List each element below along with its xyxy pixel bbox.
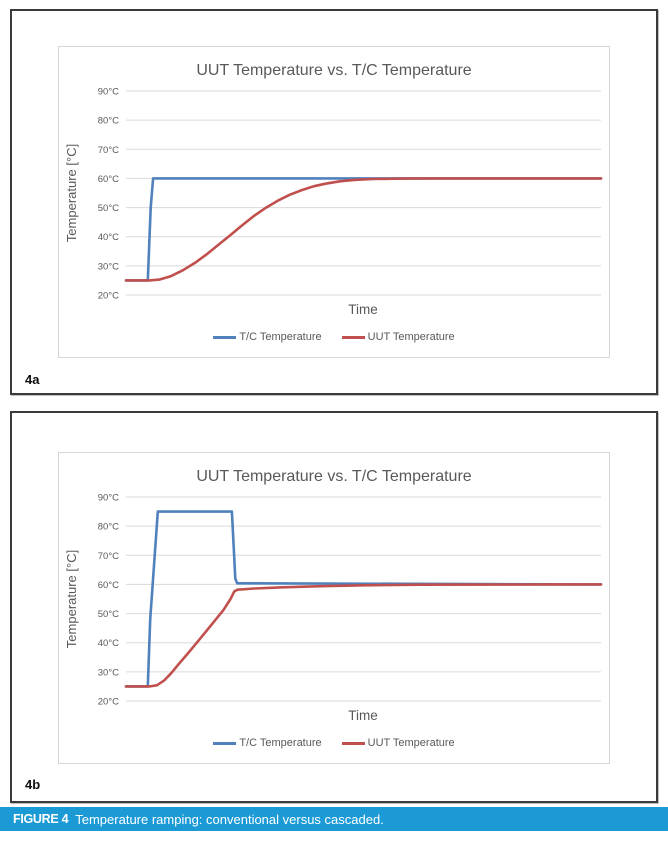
chart-legend-4a: T/C Temperature UUT Temperature	[59, 331, 609, 343]
legend-swatch	[213, 335, 237, 339]
figure-panel-4b: UUT Temperature vs. T/C Temperature Temp…	[10, 411, 658, 803]
y-tick-label: 20°C	[98, 697, 119, 708]
y-tick-label: 90°C	[98, 493, 119, 504]
y-axis-title: Temperature [°C]	[64, 144, 79, 242]
legend-swatch	[341, 741, 365, 745]
series-line-uut	[124, 177, 603, 282]
figure-panel-4a: UUT Temperature vs. T/C Temperature Temp…	[10, 9, 658, 395]
y-tick-label: 40°C	[98, 638, 119, 649]
y-tick-label: 30°C	[98, 261, 119, 272]
legend-item: T/C Temperature	[213, 331, 322, 343]
y-tick-label: 50°C	[98, 203, 119, 214]
series-line-uut	[124, 583, 603, 688]
y-tick-label: 40°C	[98, 232, 119, 243]
y-tick-label: 90°C	[98, 87, 119, 98]
figure-caption-text: Temperature ramping: conventional versus…	[75, 811, 384, 827]
y-tick-label: 50°C	[98, 609, 119, 620]
y-tick-label: 70°C	[98, 145, 119, 156]
legend-item: UUT Temperature	[341, 331, 455, 343]
chart-panel-4b: UUT Temperature vs. T/C Temperature Temp…	[58, 452, 610, 764]
figure-sublabel-4a: 4a	[25, 372, 40, 387]
series-line-tc	[124, 177, 603, 282]
legend-label: UUT Temperature	[367, 331, 455, 343]
legend-item: UUT Temperature	[341, 737, 455, 749]
chart-plot-4b: UUT Temperature vs. T/C Temperature Temp…	[64, 468, 603, 723]
series-line-tc	[124, 510, 603, 688]
chart-panel-4a: UUT Temperature vs. T/C Temperature Temp…	[58, 46, 610, 358]
legend-swatch	[341, 335, 365, 339]
y-tick-label: 30°C	[98, 667, 119, 678]
y-tick-label: 80°C	[98, 116, 119, 127]
figure-caption-tag: FIGURE 4	[13, 812, 69, 826]
legend-swatch	[213, 741, 237, 745]
figure-sublabel-4b: 4b	[25, 777, 41, 792]
y-tick-label: 80°C	[98, 522, 119, 533]
y-tick-label: 60°C	[98, 174, 119, 185]
chart-legend-4b: T/C Temperature UUT Temperature	[59, 737, 609, 749]
y-tick-label: 20°C	[98, 291, 119, 302]
chart-title: UUT Temperature vs. T/C Temperature	[196, 62, 471, 79]
legend-label: UUT Temperature	[367, 737, 455, 749]
chart-plot-4a: UUT Temperature vs. T/C Temperature Temp…	[64, 62, 603, 317]
legend-item: T/C Temperature	[213, 737, 322, 749]
x-axis-title: Time	[348, 708, 378, 723]
figure-caption-bar: FIGURE 4 Temperature ramping: convention…	[0, 807, 668, 831]
y-tick-label: 70°C	[98, 551, 119, 562]
x-axis-title: Time	[348, 302, 378, 317]
chart-title: UUT Temperature vs. T/C Temperature	[196, 468, 471, 485]
legend-label: T/C Temperature	[239, 331, 322, 343]
y-axis-title: Temperature [°C]	[64, 550, 79, 648]
y-tick-label: 60°C	[98, 580, 119, 591]
legend-label: T/C Temperature	[239, 737, 322, 749]
